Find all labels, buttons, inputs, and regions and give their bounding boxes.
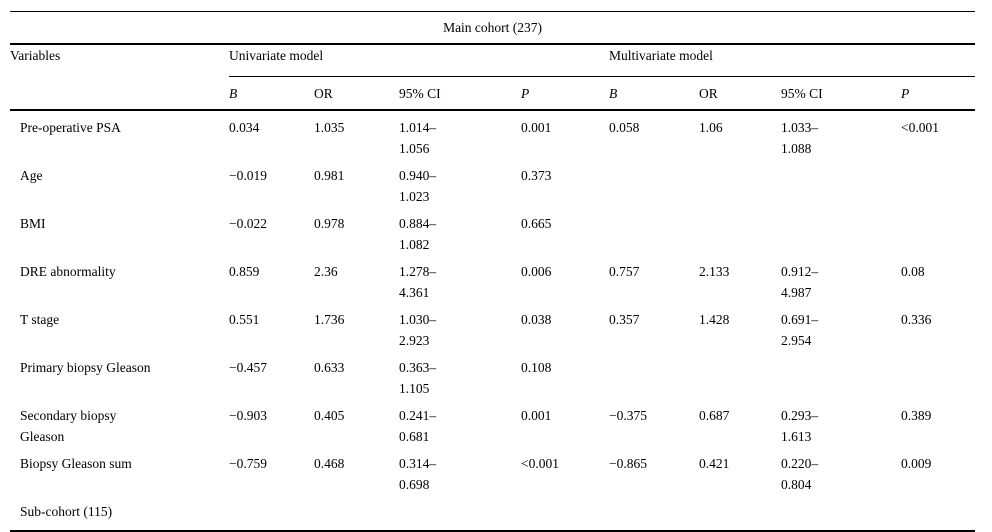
col-header-uni-b: B [229,76,314,111]
cell-multi-ci [781,351,901,399]
cell-uni-b: 0.859 [229,264,260,279]
cell-uni-ci: 0.241– 0.681 [399,408,437,444]
cell-multi-or: 2.133 [699,264,730,279]
cell-multi-b: −0.375 [609,408,647,423]
cell-variable: T stage [20,312,60,327]
cell-variable: DRE abnormality [20,264,116,279]
table-row: Pre-operative PSA 0.034 1.035 1.014– 1.0… [10,110,975,159]
table-title-row: Main cohort (237) [10,11,976,45]
cell-uni-p: <0.001 [521,456,559,471]
cell-uni-ci: 1.030– 2.923 [399,312,437,348]
cell-variable: Primary biopsy Gleason [20,360,151,375]
cell-multi-p: 0.389 [901,408,932,423]
col-header-uni-p: P [521,76,609,111]
cell-variable: BMI [20,216,46,231]
cell-uni-ci: 1.278– 4.361 [399,264,437,300]
cell-multi-ci: 1.033– 1.088 [781,120,819,156]
cell-uni-or: 0.978 [314,216,345,231]
table-title: Main cohort (237) [10,11,976,45]
cell-multi-or: 0.687 [699,408,730,423]
cell-variable: Biopsy Gleason sum [20,456,132,471]
cell-multi-b: −0.865 [609,456,647,471]
cell-uni-or: 0.981 [314,168,345,183]
cell-multi-ci: 0.912– 4.987 [781,264,819,300]
cell-uni-or: 1.736 [314,312,345,327]
cell-uni-p: 0.038 [521,312,552,327]
col-header-multi-ci: 95% CI [781,76,901,111]
col-header-uni-or: OR [314,76,399,111]
cell-multi-ci: 0.691– 2.954 [781,312,819,348]
cell-multi-b [609,207,699,255]
section-row-subcohort: Sub-cohort (115) [10,495,976,532]
cell-multi-p: 0.08 [901,264,925,279]
cell-multi-or: 1.428 [699,312,730,327]
cell-multi-or: 1.06 [699,120,723,135]
table-row: T stage 0.551 1.736 1.030– 2.923 0.038 0… [10,303,975,351]
subcohort-label: Sub-cohort (115) [10,495,976,532]
cell-multi-b: 0.058 [609,120,640,135]
cell-uni-ci: 0.940– 1.023 [399,168,437,204]
cell-uni-ci: 0.363– 1.105 [399,360,437,396]
cell-multi-b: 0.357 [609,312,640,327]
cell-variable: Secondary biopsy Gleason [20,408,117,444]
cell-uni-ci: 0.314– 0.698 [399,456,437,492]
cell-uni-p: 0.001 [521,120,552,135]
table-row: Age −0.019 0.981 0.940– 1.023 0.373 [10,159,975,207]
cell-multi-b: 0.757 [609,264,640,279]
group-header-row: Variables Univariate model Multivariate … [10,44,976,111]
cell-variable: Age [20,168,43,183]
cell-multi-ci: 0.293– 1.613 [781,408,819,444]
table-row: Secondary biopsy Gleason −0.903 0.405 0.… [10,399,975,447]
cell-uni-or: 0.468 [314,456,345,471]
cell-uni-p: 0.108 [521,360,552,375]
cell-multi-b [609,351,699,399]
cell-uni-p: 0.373 [521,168,552,183]
cell-multi-or [699,351,781,399]
cell-multi-b [609,159,699,207]
cell-uni-p: 0.665 [521,216,552,231]
cell-multi-p: 0.336 [901,312,932,327]
cell-multi-or [699,159,781,207]
sub-header-row: B OR 95% CI P B OR 95% CI P [10,76,976,111]
cell-multi-p [901,207,975,255]
group-header-univariate: Univariate model [229,44,609,77]
cell-uni-b: 0.551 [229,312,260,327]
table-row: BMI −0.022 0.978 0.884– 1.082 0.665 [10,207,975,255]
col-header-multi-or: OR [699,76,781,111]
table-row: Primary biopsy Gleason −0.457 0.633 0.36… [10,351,975,399]
table-row: Biopsy Gleason sum −0.759 0.468 0.314– 0… [10,447,975,495]
cell-multi-p [901,159,975,207]
cell-multi-or: 0.421 [699,456,730,471]
cell-uni-p: 0.001 [521,408,552,423]
cell-uni-or: 1.035 [314,120,345,135]
cell-uni-or: 2.36 [314,264,338,279]
cell-uni-ci: 0.884– 1.082 [399,216,437,252]
cell-multi-ci: 0.220– 0.804 [781,456,819,492]
col-header-multi-p: P [901,76,976,111]
col-header-variables: Variables [10,44,229,111]
group-header-multivariate: Multivariate model [609,44,976,77]
cell-variable: Pre-operative PSA [20,120,121,135]
col-header-multi-b: B [609,76,699,111]
cell-multi-ci [781,159,901,207]
cell-multi-p: <0.001 [901,120,939,135]
col-header-uni-ci: 95% CI [399,76,521,111]
cell-uni-or: 0.405 [314,408,345,423]
cell-uni-b: −0.759 [229,456,267,471]
cell-multi-or [699,207,781,255]
cell-uni-b: 0.034 [229,120,260,135]
cell-uni-b: −0.903 [229,408,267,423]
cell-uni-b: −0.457 [229,360,267,375]
table-row: DRE abnormality 0.859 2.36 1.278– 4.361 … [10,255,975,303]
cell-multi-ci [781,207,901,255]
cell-uni-or: 0.633 [314,360,345,375]
cell-multi-p [901,351,975,399]
cell-uni-b: −0.019 [229,168,267,183]
cell-uni-ci: 1.014– 1.056 [399,120,437,156]
regression-results-table: Main cohort (237) Variables Univariate m… [10,11,976,532]
page: Main cohort (237) Variables Univariate m… [10,11,976,532]
cell-uni-b: −0.022 [229,216,267,231]
cell-uni-p: 0.006 [521,264,552,279]
cell-multi-p: 0.009 [901,456,932,471]
